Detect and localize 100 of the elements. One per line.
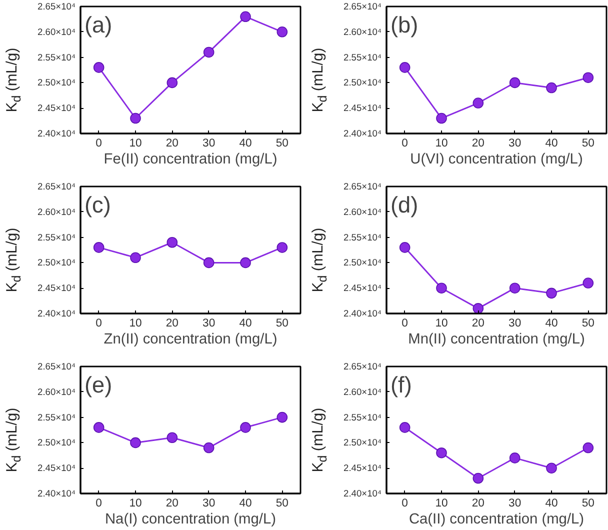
point — [93, 242, 104, 253]
annotation: (e) — [84, 372, 112, 398]
y-tick-label: 2.55×10⁴ — [344, 232, 382, 242]
x-axis-title: Fe(II) concentration (mg/L) — [104, 152, 278, 168]
x-tick-label: 0 — [402, 498, 408, 510]
point — [276, 242, 288, 253]
x-tick-label: 50 — [276, 498, 288, 510]
x-tick-label: 0 — [96, 318, 102, 330]
x-tick-label: 30 — [508, 138, 522, 150]
y-tick-label: 2.45×10⁴ — [344, 283, 382, 294]
point — [546, 462, 557, 474]
x-tick-label: 0 — [402, 138, 408, 150]
point — [509, 282, 520, 294]
point — [166, 236, 178, 248]
point — [130, 252, 141, 264]
y-tick-label: 2.50×10⁴ — [344, 258, 382, 268]
x-tick-label: 20 — [472, 498, 484, 510]
x-tick-label: 40 — [545, 498, 558, 510]
y-tick-label: 2.40×10⁴ — [344, 128, 382, 138]
y-tick-label: 2.65×10⁴ — [344, 2, 382, 12]
x-tick-label: 30 — [202, 498, 216, 510]
y-tick-label: 2.65×10⁴ — [38, 362, 76, 372]
y-tick-label: 2.50×10⁴ — [38, 438, 76, 448]
y-tick-label: 2.60×10⁴ — [38, 386, 76, 397]
annotation: (b) — [390, 12, 418, 38]
point — [582, 442, 594, 454]
annotation: (f) — [390, 372, 412, 398]
y-tick-label: 2.55×10⁴ — [344, 52, 382, 62]
point — [276, 26, 288, 38]
point — [546, 82, 557, 94]
y-tick-label: 2.45×10⁴ — [344, 103, 382, 114]
point — [436, 112, 447, 124]
x-tick-label: 0 — [402, 318, 408, 330]
annotation: (c) — [84, 192, 111, 218]
point — [509, 77, 520, 88]
point — [399, 242, 410, 253]
x-axis-title: Ca(II) concentration (mg/L) — [408, 512, 584, 528]
y-tick-label: 2.65×10⁴ — [38, 2, 76, 12]
x-tick-label: 20 — [166, 318, 178, 330]
y-tick-label: 2.60×10⁴ — [344, 206, 382, 217]
x-tick-label: 10 — [435, 138, 448, 150]
x-axis-title: Mn(II) concentration (mg/L) — [408, 332, 585, 348]
annotation: (d) — [390, 192, 418, 218]
y-tick-label: 2.55×10⁴ — [38, 412, 76, 422]
y-tick-label: 2.60×10⁴ — [38, 26, 76, 37]
x-tick-label: 20 — [472, 138, 484, 150]
y-tick-label: 2.40×10⁴ — [38, 488, 76, 498]
point — [472, 98, 484, 108]
x-tick-label: 10 — [129, 498, 142, 510]
y-tick-label: 2.50×10⁴ — [38, 258, 76, 268]
x-axis-title: Na(I) concentration (mg/L) — [104, 512, 276, 528]
y-tick-label: 2.45×10⁴ — [38, 103, 76, 114]
point — [166, 432, 178, 444]
y-tick-label: 2.45×10⁴ — [38, 463, 76, 474]
y-tick-label: 2.50×10⁴ — [38, 78, 76, 88]
point — [240, 422, 251, 433]
point — [546, 288, 557, 299]
y-tick-label: 2.55×10⁴ — [344, 412, 382, 422]
x-tick-label: 20 — [166, 498, 178, 510]
x-tick-label: 50 — [582, 318, 594, 330]
x-tick-label: 30 — [202, 138, 216, 150]
y-tick-label: 2.60×10⁴ — [344, 386, 382, 397]
x-tick-label: 30 — [508, 318, 522, 330]
x-tick-label: 50 — [276, 318, 288, 330]
y-tick-label: 2.65×10⁴ — [344, 182, 382, 192]
point — [166, 77, 178, 88]
point — [203, 257, 214, 268]
y-tick-label: 2.50×10⁴ — [344, 438, 382, 448]
point — [472, 303, 484, 314]
point — [582, 72, 594, 84]
y-tick-label: 2.40×10⁴ — [344, 488, 382, 498]
x-tick-label: 10 — [129, 318, 142, 330]
x-tick-label: 10 — [435, 498, 448, 510]
x-tick-label: 10 — [129, 138, 142, 150]
y-tick-label: 2.40×10⁴ — [38, 128, 76, 138]
point — [436, 447, 447, 458]
y-tick-label: 2.60×10⁴ — [344, 26, 382, 37]
x-axis-title: Zn(II) concentration (mg/L) — [104, 332, 278, 348]
x-tick-label: 50 — [582, 138, 594, 150]
x-tick-label: 10 — [435, 318, 448, 330]
x-tick-label: 50 — [276, 138, 288, 150]
point — [399, 422, 410, 433]
x-tick-label: 40 — [545, 318, 558, 330]
y-tick-label: 2.45×10⁴ — [344, 463, 382, 474]
x-tick-label: 0 — [96, 138, 102, 150]
point — [130, 112, 141, 124]
y-tick-label: 2.65×10⁴ — [344, 362, 382, 372]
x-tick-label: 30 — [202, 318, 216, 330]
x-tick-label: 40 — [239, 498, 252, 510]
point — [399, 62, 410, 73]
x-tick-label: 40 — [545, 138, 558, 150]
point — [240, 11, 251, 22]
x-tick-label: 50 — [582, 498, 594, 510]
x-tick-label: 20 — [472, 318, 484, 330]
x-tick-label: 0 — [96, 498, 102, 510]
point — [130, 437, 141, 448]
y-tick-label: 2.55×10⁴ — [38, 232, 76, 242]
y-tick-label: 2.45×10⁴ — [38, 283, 76, 294]
point — [240, 257, 251, 268]
point — [509, 452, 520, 464]
